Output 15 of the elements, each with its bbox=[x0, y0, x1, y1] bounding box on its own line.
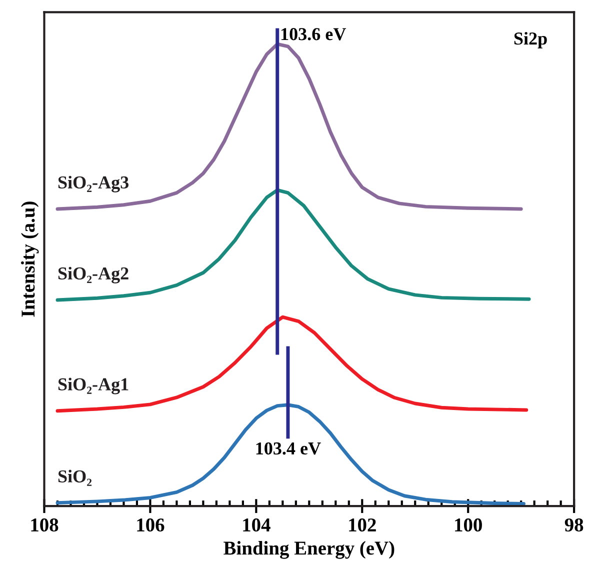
x-axis-title: Binding Energy (eV) bbox=[224, 541, 394, 559]
x-tick-label: 98 bbox=[564, 518, 584, 532]
series-label: SiO₂-Ag2 bbox=[58, 266, 128, 284]
ref-line-label: 103.6 eV bbox=[281, 28, 346, 40]
series-label: SiO₂-Ag1 bbox=[58, 378, 128, 394]
x-tick-label: 102 bbox=[349, 518, 376, 532]
series-label: SiO₂ bbox=[58, 470, 92, 486]
series-label: SiO₂-Ag3 bbox=[58, 176, 128, 192]
y-axis-title: Intensity (a.u) bbox=[21, 202, 39, 317]
x-tick-label: 106 bbox=[137, 518, 164, 532]
annotation: Si2p bbox=[514, 32, 547, 48]
x-tick-label: 108 bbox=[31, 518, 58, 532]
x-tick-label: 100 bbox=[455, 518, 482, 532]
x-tick-label: 104 bbox=[243, 518, 270, 532]
ref-line-label: 103.4 eV bbox=[256, 442, 321, 455]
